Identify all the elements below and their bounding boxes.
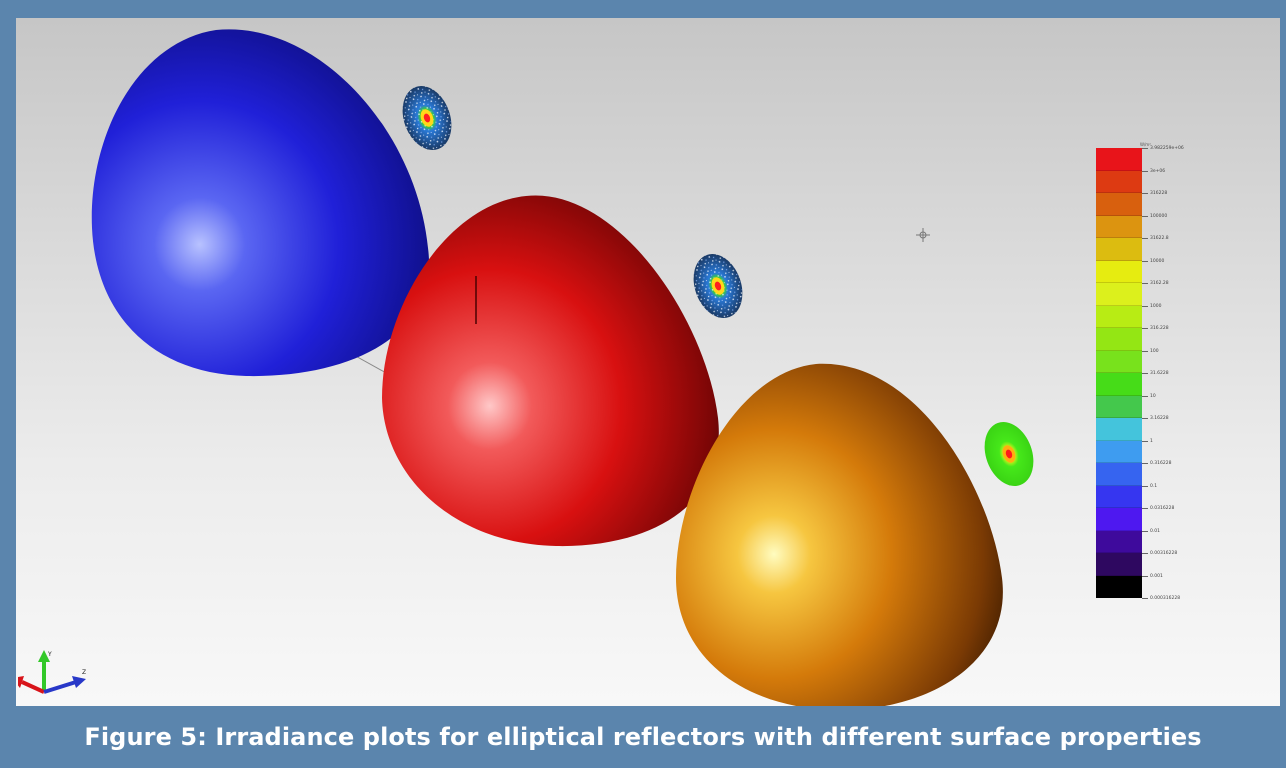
legend-tick [1142,395,1148,397]
legend-tick [1142,260,1148,262]
legend-swatch [1096,260,1142,283]
legend-swatch [1096,485,1142,508]
legend-tick [1142,463,1148,464]
legend-label: 0.000316228 [1150,596,1181,601]
legend-label: 3.982259e+06 [1150,146,1184,151]
legend-swatch [1096,328,1142,351]
orange-reflector [676,363,1003,706]
legend-label: 100000 [1150,213,1168,219]
legend-tick [1142,350,1148,352]
legend-swatch [1096,553,1142,576]
irradiance-legend: W/m² 3.982259e+06 3e+06 316228 100000 31622.… [1096,142,1236,602]
axis-y-label: Y [47,651,52,658]
legend-label: 3.16228 [1150,416,1169,421]
legend-tick [1142,530,1148,532]
irradiance-spot-red [693,254,743,318]
legend-color-bar: 3.982259e+06 3e+06 316228 100000 31622.8 1000… [1096,146,1184,601]
legend-tick [1142,440,1148,442]
axis-triad: Y Z [18,650,86,694]
legend-label: 1000 [1150,303,1162,309]
legend-label: 0.0316228 [1150,506,1175,511]
legend-swatch [1096,575,1142,598]
legend-swatch [1096,418,1142,441]
legend-unit: W/m² [1140,142,1151,147]
legend-tick [1142,148,1148,149]
legend-label: 31622.8 [1150,236,1169,241]
3d-viewport[interactable]: W/m² 3.982259e+06 3e+06 316228 100000 31622.… [16,18,1280,706]
legend-label: 100 [1150,348,1159,354]
legend-tick [1142,215,1148,217]
legend-tick [1142,418,1148,419]
legend-tick [1142,193,1148,194]
legend-tick [1142,485,1148,487]
figure-caption: Figure 5: Irradiance plots for elliptica… [84,723,1202,751]
legend-label: 10000 [1150,258,1165,264]
legend-tick [1142,575,1148,577]
legend-tick [1142,598,1148,599]
legend-swatch [1096,170,1142,193]
legend-swatch [1096,215,1142,238]
legend-swatch [1096,305,1142,328]
legend-label: 0.316228 [1150,461,1172,466]
legend-label: 316.228 [1150,326,1169,331]
legend-swatch [1096,373,1142,396]
scene-canvas [91,29,1034,706]
legend-swatch [1096,283,1142,306]
legend-swatch [1096,463,1142,486]
legend-label: 0.1 [1150,483,1158,489]
red-reflector [382,195,719,547]
legend-tick [1142,553,1148,554]
legend-swatch [1096,193,1142,216]
legend-swatch [1096,440,1142,463]
legend-swatch [1096,530,1142,553]
legend-label: 316228 [1150,191,1168,196]
legend-label: 31.6228 [1150,371,1169,376]
irradiance-spot-blue [402,86,452,150]
legend-tick [1142,170,1148,172]
legend-tick [1142,283,1148,284]
legend-label: 3e+06 [1150,168,1166,174]
axis-z-label: Z [82,669,86,676]
legend-tick [1142,305,1148,307]
legend-swatch [1096,508,1142,531]
legend-tick [1142,238,1148,239]
legend-swatch [1096,395,1142,418]
legend-tick [1142,508,1148,509]
move-cursor-icon [916,228,930,242]
legend-label: 0.01 [1150,528,1161,534]
legend-tick [1142,373,1148,374]
legend-label: 0.001 [1150,573,1163,579]
legend-label: 0.00316228 [1150,551,1178,556]
blue-reflector [91,29,430,377]
irradiance-spot-orange [984,422,1034,486]
legend-label: 10 [1150,393,1156,399]
legend-label: 1 [1150,438,1153,444]
legend-swatch [1096,350,1142,373]
legend-swatch [1096,148,1142,171]
legend-label: 3162.28 [1150,281,1169,286]
legend-tick [1142,328,1148,329]
legend-swatch [1096,238,1142,261]
